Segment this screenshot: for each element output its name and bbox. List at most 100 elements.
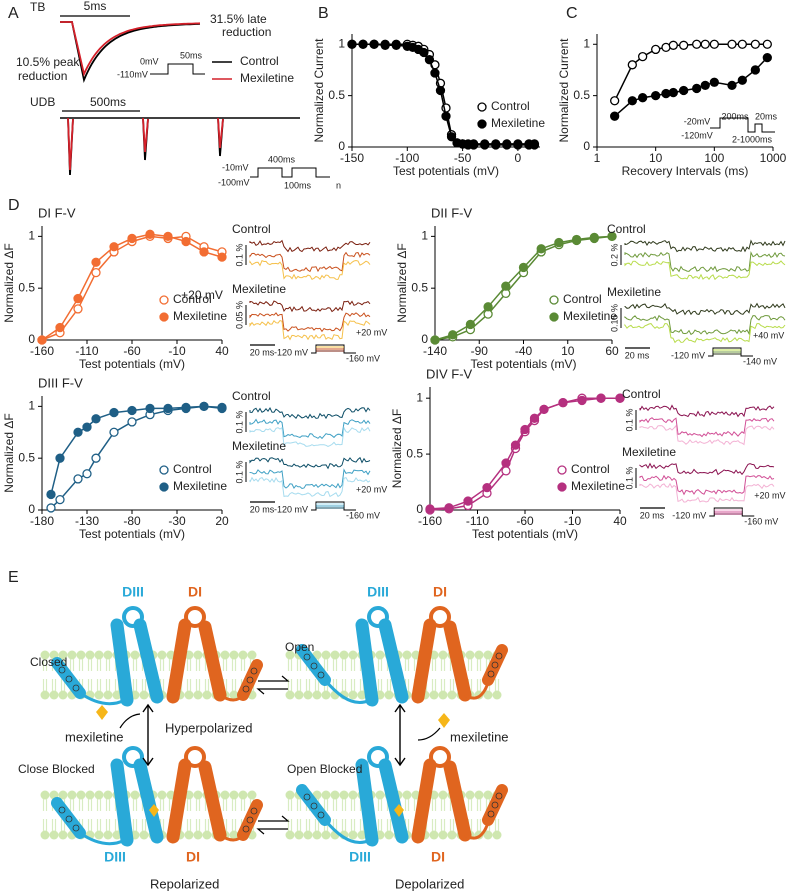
data-point bbox=[737, 39, 747, 49]
helix bbox=[198, 620, 227, 702]
y-tick-label: 0 bbox=[421, 332, 428, 346]
lipid-head bbox=[321, 690, 331, 700]
data-point bbox=[347, 39, 357, 49]
trace-label: UDB bbox=[30, 95, 55, 109]
gating-charge bbox=[250, 667, 258, 675]
fluorescence-trace bbox=[249, 251, 371, 273]
legend-label: Control bbox=[571, 462, 610, 476]
data-point bbox=[668, 40, 678, 50]
label: Depolarized bbox=[395, 876, 464, 891]
data-point bbox=[501, 458, 511, 468]
lipid-head bbox=[58, 790, 68, 800]
data-point bbox=[589, 232, 599, 243]
data-point bbox=[651, 90, 661, 101]
lipid-head bbox=[193, 830, 203, 840]
drug bbox=[149, 804, 159, 817]
lipid-head bbox=[49, 830, 59, 840]
series-line bbox=[434, 235, 613, 341]
lipid-head bbox=[58, 650, 68, 660]
label: mexiletine bbox=[450, 729, 509, 744]
x-tick-label: -160 bbox=[418, 514, 442, 528]
data-point bbox=[750, 39, 760, 49]
panel-letter: E bbox=[8, 569, 19, 586]
lipid-head bbox=[312, 830, 322, 840]
data-point bbox=[610, 96, 620, 106]
lipid-head bbox=[285, 790, 295, 800]
data-point bbox=[700, 80, 710, 91]
y-tick-label: 1 bbox=[28, 399, 35, 413]
annotation: -120mV bbox=[681, 130, 713, 140]
gating-charge bbox=[495, 652, 503, 660]
data-point bbox=[109, 407, 119, 418]
y-axis-label: Normalized ΔF bbox=[2, 413, 16, 492]
lipid-head bbox=[348, 790, 358, 800]
legend-marker bbox=[159, 295, 169, 305]
lipid-head bbox=[220, 650, 230, 660]
fluorescence-trace bbox=[249, 312, 371, 333]
helix bbox=[411, 618, 437, 704]
lipid-head bbox=[429, 830, 439, 840]
legend-marker bbox=[159, 465, 169, 475]
lipid-head bbox=[348, 690, 358, 700]
lipid-head bbox=[492, 690, 502, 700]
gating-charge bbox=[242, 685, 250, 693]
data-point bbox=[529, 413, 540, 423]
helix bbox=[296, 644, 331, 686]
gating-charge bbox=[491, 801, 499, 809]
x-tick-label: -60 bbox=[516, 514, 534, 528]
lipid-head bbox=[285, 650, 295, 660]
data-point bbox=[651, 44, 661, 55]
data-point bbox=[692, 39, 702, 49]
lipid-head bbox=[330, 650, 340, 660]
trace-title: Control bbox=[622, 387, 661, 401]
y-tick-label: 1 bbox=[28, 229, 35, 243]
lipid-head bbox=[94, 650, 104, 660]
lipid-head bbox=[384, 830, 394, 840]
fluorescence-trace bbox=[639, 462, 775, 476]
panel-letter: D bbox=[8, 197, 20, 214]
legend-label: Control bbox=[563, 292, 602, 306]
lipid-head bbox=[438, 790, 448, 800]
series-line bbox=[614, 43, 768, 102]
label: 0.15 % bbox=[609, 304, 619, 332]
data-point bbox=[737, 75, 747, 85]
label: +20 mV bbox=[356, 327, 387, 337]
fluorescence-trace bbox=[639, 424, 775, 446]
gating-charge bbox=[310, 802, 318, 810]
data-point bbox=[529, 140, 540, 150]
y-axis-label: Normalized ΔF bbox=[2, 243, 16, 322]
lipid-head bbox=[184, 830, 194, 840]
label: mexiletine bbox=[65, 729, 124, 744]
drug bbox=[96, 705, 108, 720]
helix bbox=[237, 659, 263, 701]
lipid-head bbox=[220, 790, 230, 800]
trace-title: Mexiletine bbox=[232, 282, 286, 296]
lipid-head bbox=[429, 690, 439, 700]
data-point bbox=[448, 330, 458, 340]
drug bbox=[394, 804, 404, 817]
lipid-head bbox=[103, 650, 113, 660]
label: -160 mV bbox=[744, 516, 778, 526]
x-tick-label: -100 bbox=[395, 151, 419, 165]
lipid-head bbox=[40, 650, 50, 660]
x-tick-label: -10 bbox=[168, 344, 186, 358]
data-point bbox=[513, 140, 523, 150]
data-point bbox=[163, 231, 173, 242]
helix bbox=[482, 644, 508, 686]
x-tick-label: 1 bbox=[594, 151, 601, 165]
state-name: Open bbox=[285, 640, 314, 654]
panel-letter: C bbox=[566, 5, 578, 22]
data-point bbox=[82, 469, 92, 479]
chart-title: DIII F-V bbox=[38, 375, 83, 390]
y-tick-label: 0.5 bbox=[573, 88, 590, 102]
x-tick-label: -110 bbox=[466, 514, 489, 528]
lipid-head bbox=[294, 690, 304, 700]
data-point bbox=[668, 87, 678, 98]
y-tick-label: 0.5 bbox=[18, 280, 35, 294]
arrow bbox=[258, 675, 290, 682]
data-point bbox=[539, 404, 549, 415]
y-axis-label: Normalized Current bbox=[557, 38, 571, 143]
x-axis-label: Test potentials (mV) bbox=[470, 357, 576, 371]
domain-label: DIII bbox=[104, 849, 126, 865]
label: -120 mV bbox=[672, 510, 706, 520]
